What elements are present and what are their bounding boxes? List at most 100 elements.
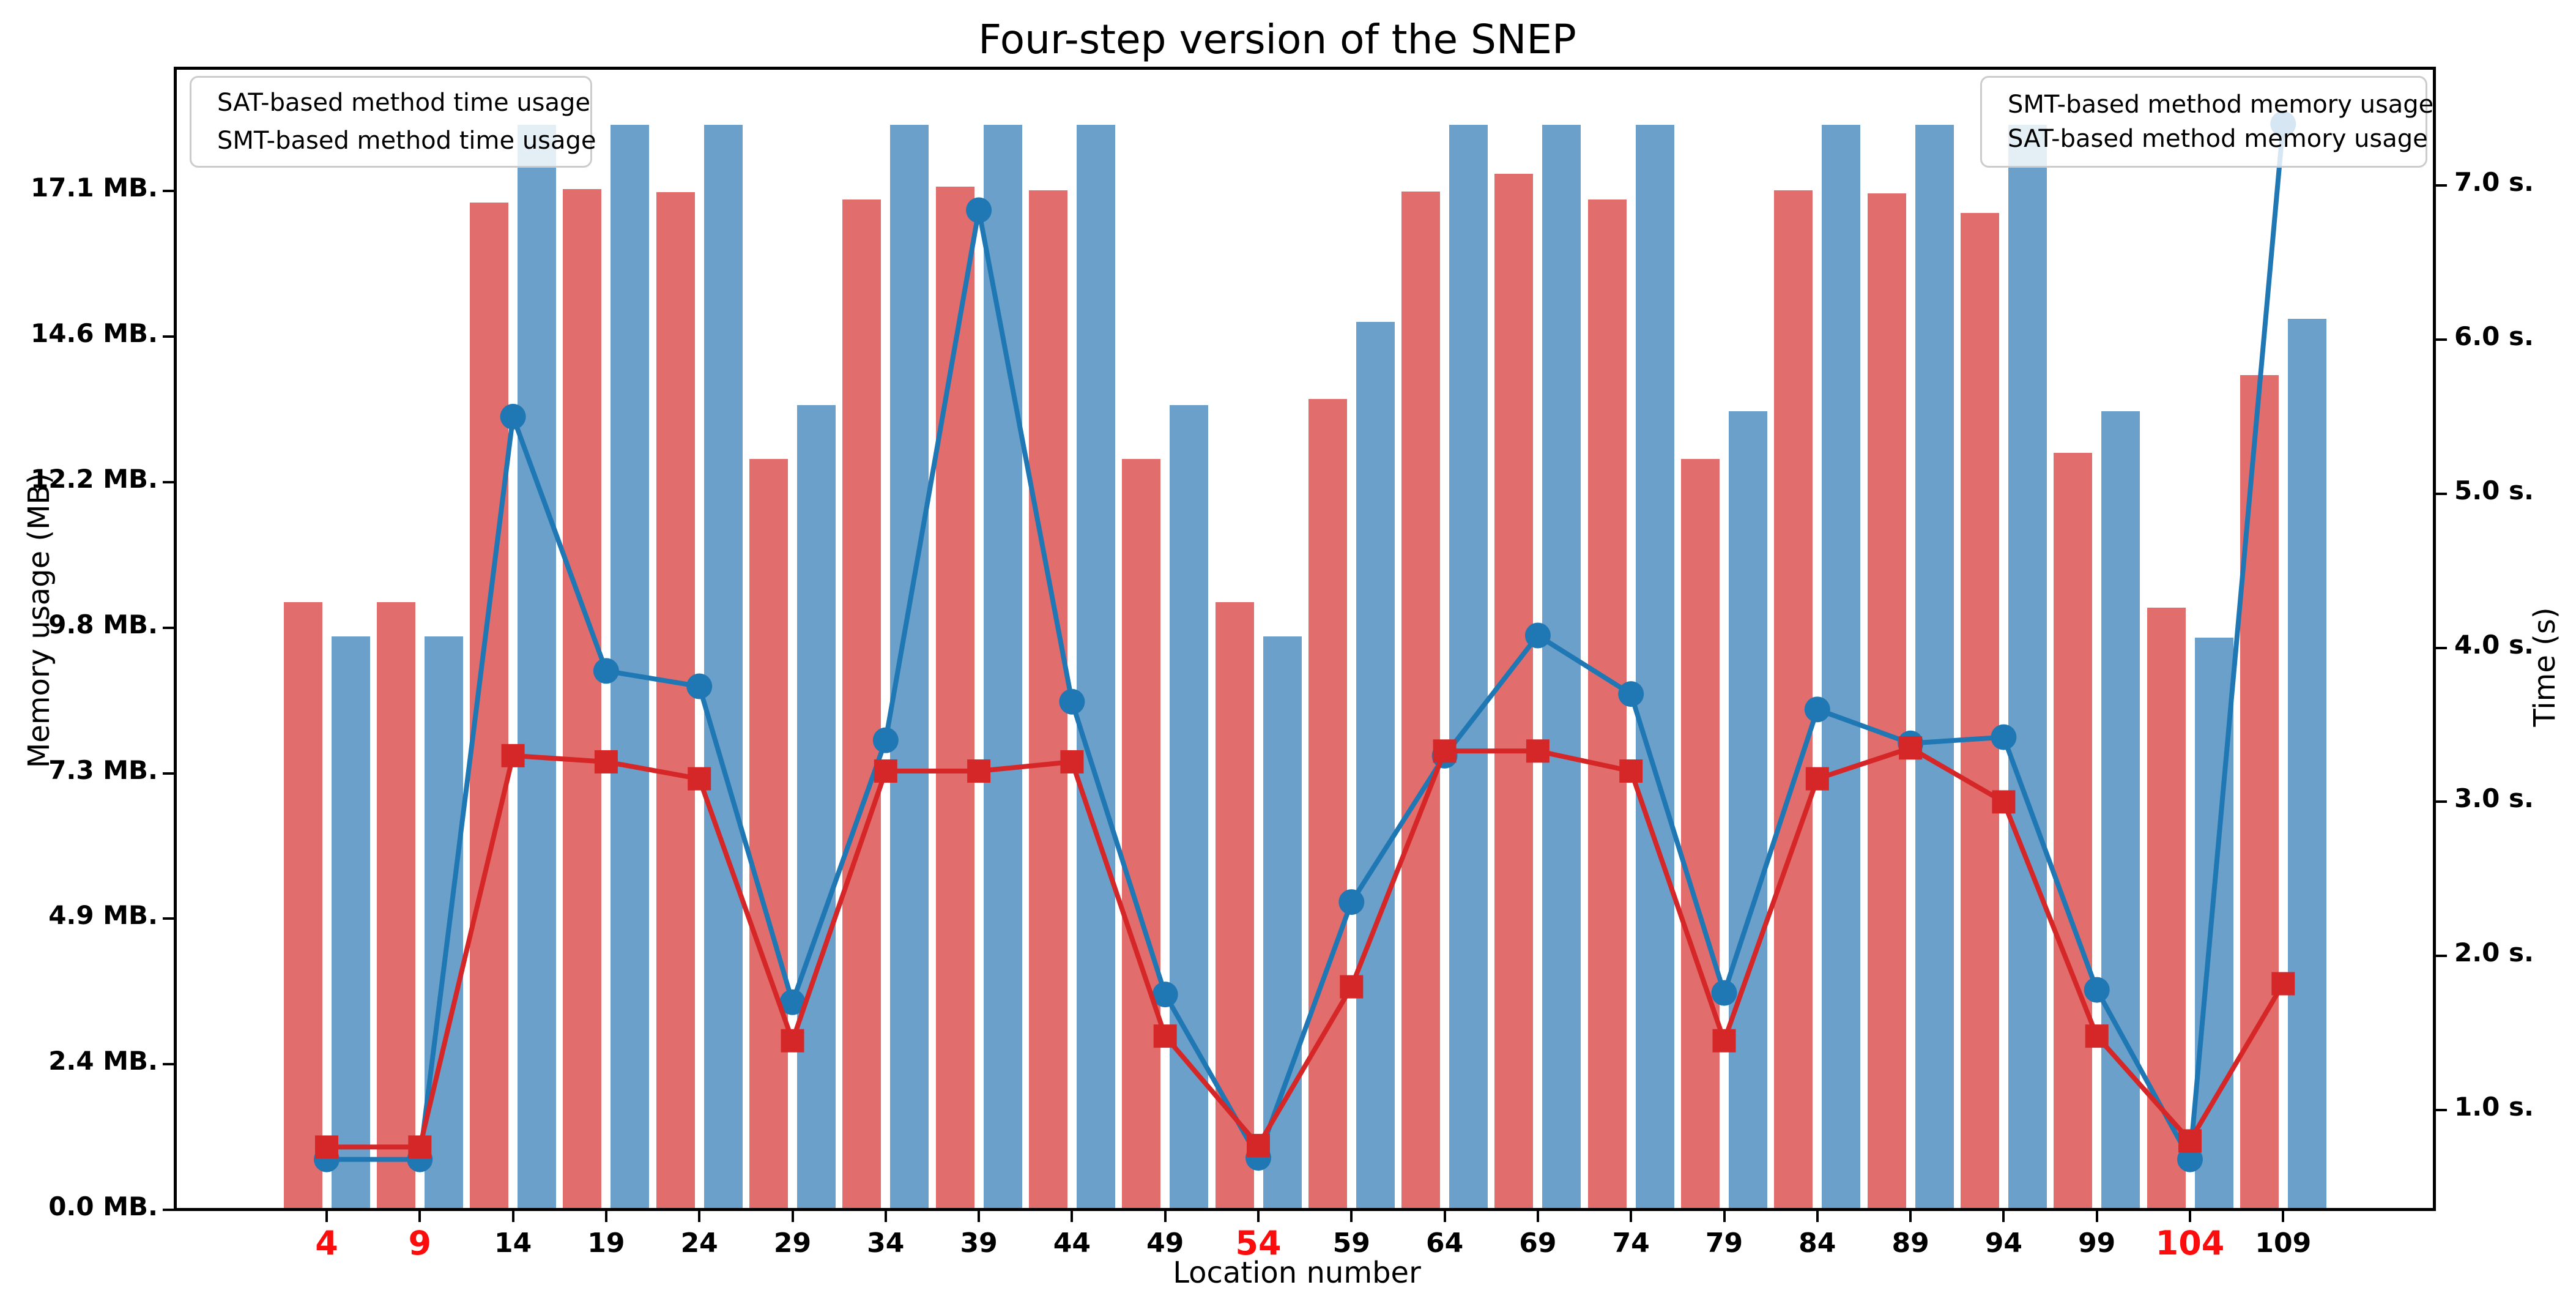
y-right-tick-mark [2436,338,2447,341]
x-tick-mark [418,1211,421,1222]
smt-memory-bar [1867,193,1906,1208]
smt-time-marker [501,744,525,767]
y-right-tick-mark [2436,800,2447,803]
x-tick-mark [1350,1211,1353,1222]
smt-time-marker [1992,790,2016,814]
sat-time-marker [593,658,619,684]
y-right-tick-label: 2.0 s. [2454,937,2534,968]
smt-time-marker [874,759,897,783]
smt-time-marker [315,1135,338,1159]
y-right-tick-label: 3.0 s. [2454,783,2534,814]
y-left-tick-mark [163,772,174,775]
smt-time-marker [688,767,711,791]
smt-time-marker [2271,972,2295,996]
smt-memory-bar [1587,199,1627,1208]
x-tick-label: 24 [680,1228,718,1259]
x-tick-label: 89 [1891,1228,1929,1259]
y-left-tick-label: 17.1 MB. [30,173,158,203]
x-tick-mark [1630,1211,1633,1222]
y-axis-label-right: Time (s) [2528,607,2562,727]
x-tick-mark [511,1211,514,1222]
smt-memory-bar [1494,174,1534,1208]
x-tick-label: 59 [1332,1228,1370,1259]
x-tick-label: 99 [2078,1228,2116,1259]
x-tick-label: 64 [1425,1228,1464,1259]
x-tick-label: 39 [960,1228,998,1259]
sat-memory-bar [983,125,1022,1208]
smt-time-marker [1433,739,1457,763]
x-tick-label: 74 [1612,1228,1650,1259]
y-right-tick-label: 1.0 s. [2454,1092,2534,1122]
smt-time-marker [967,759,991,783]
legend-item-smt-time: SMT-based method time usage [205,125,596,157]
y-left-tick-label: 4.9 MB. [48,900,158,931]
y-left-tick-mark [163,1063,174,1066]
x-tick-label: 14 [494,1228,532,1259]
sat-memory-bar [2287,318,2326,1208]
x-tick-label-highlighted: 104 [2155,1224,2225,1262]
smt-time-marker [1899,736,1923,760]
sat-memory-bar [1356,321,1395,1208]
x-tick-label: 69 [1519,1228,1557,1259]
y-right-tick-label: 6.0 s. [2454,321,2534,351]
sat-memory-bar [424,636,463,1208]
smt-memory-bar [563,188,602,1208]
smt-time-marker [1805,767,1829,791]
x-tick-mark [1816,1211,1819,1222]
x-tick-mark [2095,1211,2098,1222]
x-tick-mark [1723,1211,1726,1222]
sat-memory-bar [1076,125,1115,1208]
sat-time-marker [1804,696,1830,723]
y-right-tick-label: 5.0 s. [2454,475,2534,505]
x-tick-mark [2282,1211,2285,1222]
smt-memory-bar [1215,602,1254,1208]
x-tick-label: 94 [1984,1228,2023,1259]
x-tick-label: 44 [1053,1228,1091,1259]
x-tick-label-highlighted: 4 [315,1224,338,1262]
sat-time-marker [872,727,899,753]
sat-time-marker [966,197,992,223]
sat-memory-bar [703,125,743,1208]
legend-time-series: SAT-based method time usage SMT-based me… [190,76,596,168]
x-tick-label: 29 [773,1228,812,1259]
smt-memory-bar [1401,192,1441,1208]
x-tick-mark [325,1211,328,1222]
x-tick-mark [1071,1211,1074,1222]
sat-memory-bar [518,125,557,1208]
smt-memory-bar [1308,399,1347,1208]
y-left-tick-label: 0.0 MB. [48,1191,158,1221]
y-left-tick-mark [163,335,174,338]
smt-time-marker [1619,759,1643,783]
smt-time-marker [1712,1029,1736,1053]
sat-memory-bar [1915,125,1954,1208]
smt-memory-bar [1774,190,1813,1208]
y-left-tick-mark [163,917,174,920]
y-right-tick-label: 7.0 s. [2454,167,2534,198]
sat-memory-bar [1635,125,1674,1208]
smt-time-marker [1060,750,1084,773]
smt-time-marker [781,1029,804,1053]
sat-memory-bar [1449,125,1488,1208]
sat-memory-bar [1542,125,1581,1208]
smt-memory-bar [2147,608,2186,1208]
y-left-tick-mark [163,626,174,629]
legend-label: SMT-based method time usage [217,127,596,155]
smt-memory-bar [656,192,695,1208]
x-tick-label: 34 [867,1228,905,1259]
smt-memory-bar [1122,458,1161,1208]
x-tick-mark [884,1211,887,1222]
chart-title: Four-step version of the SNEP [978,16,1576,63]
smt-memory-bar [749,458,788,1208]
sat-time-marker [1618,681,1644,707]
x-tick-label-highlighted: 54 [1235,1224,1282,1262]
sat-memory-bar [1263,636,1302,1208]
smt-time-line [327,745,2285,1150]
legend-item-sat-time: SAT-based method time usage [205,87,590,119]
sat-time-line [327,124,2286,1168]
y-left-tick-mark [163,190,174,193]
y-right-tick-mark [2436,492,2447,495]
legend-label: SAT-based method memory usage [2008,125,2428,153]
legend-item-smt-memory: SMT-based method memory usage [1995,91,2433,119]
smt-time-marker [594,750,618,773]
